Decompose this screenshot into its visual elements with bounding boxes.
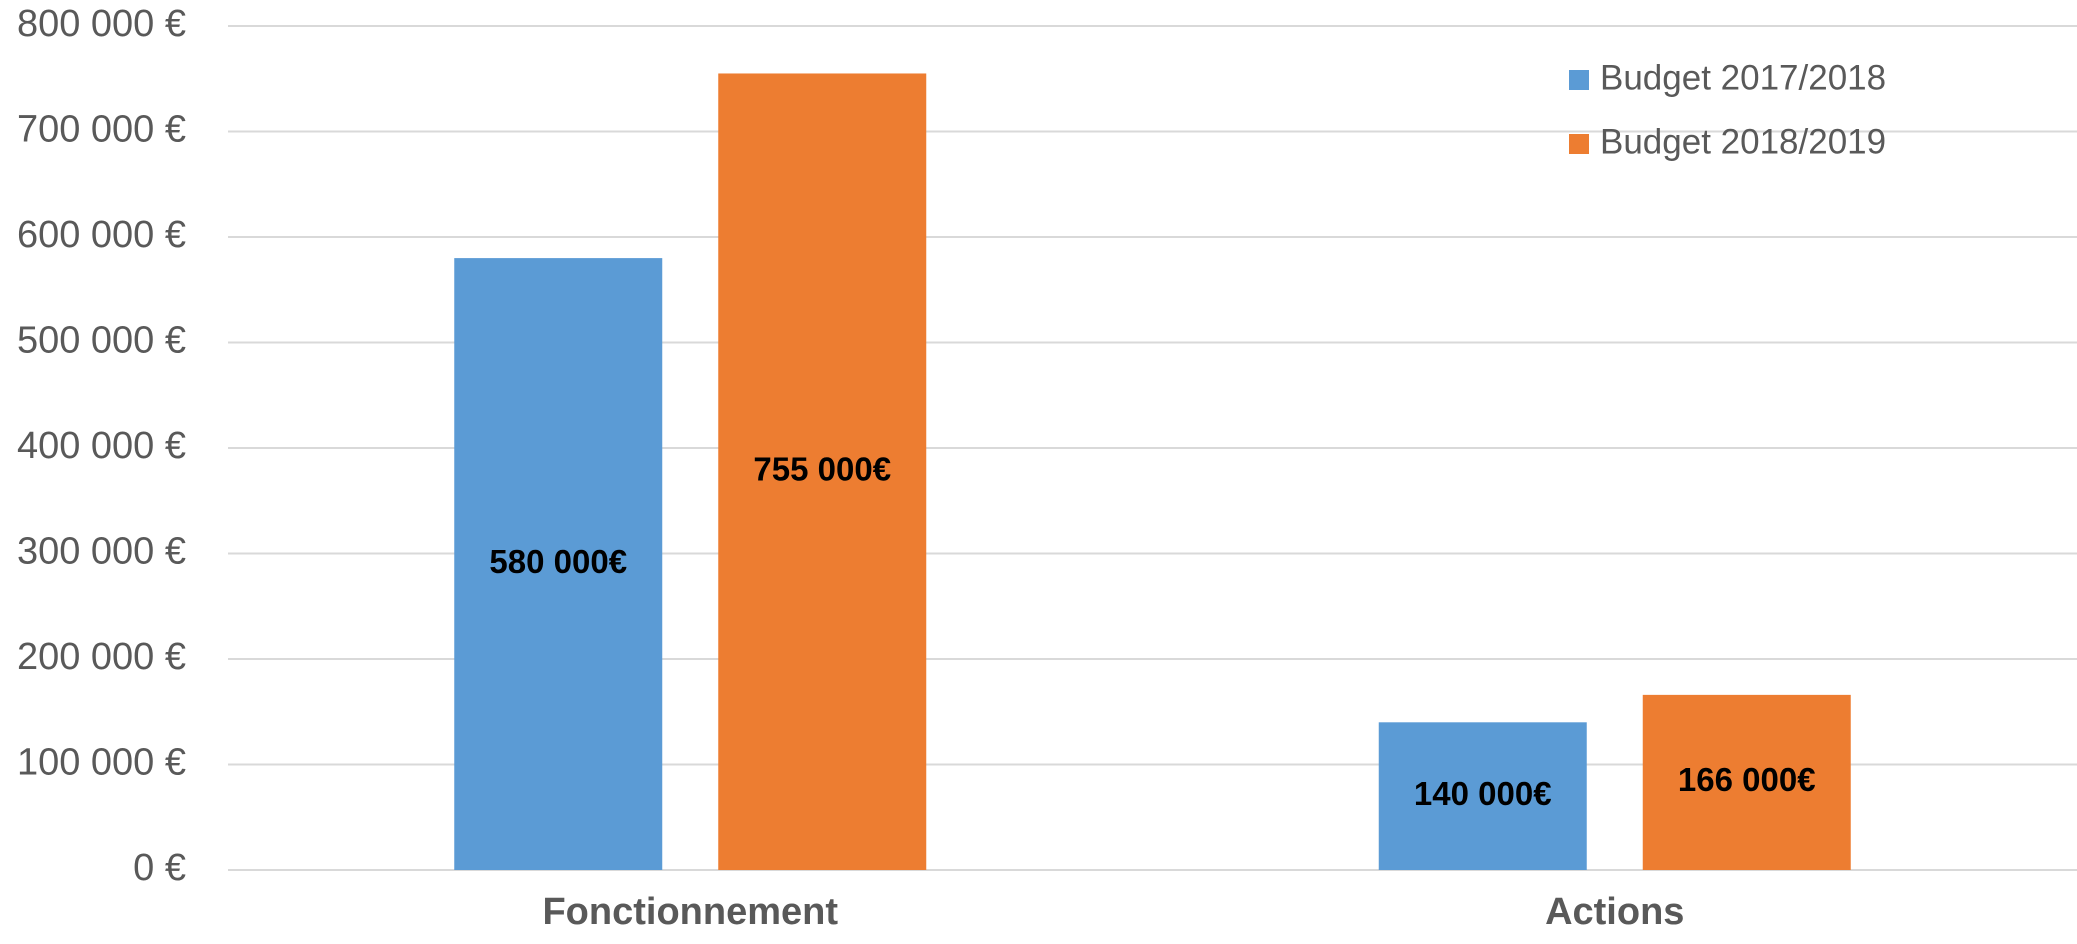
y-tick-label: 300 000 € [17,531,186,573]
y-tick-label: 100 000 € [17,742,186,784]
data-label: 140 000€ [1414,775,1552,812]
bar-actions-series-2 [1642,694,1851,870]
y-tick-label: 700 000 € [17,109,186,151]
legend-swatch [1569,70,1589,90]
bar-fonctionnement-series-2 [718,73,927,871]
y-axis-tick-labels: 0 € 100 000 € 200 000 € 300 000 € 400 000 € 5… [17,3,186,889]
y-tick-label: 400 000 € [17,425,186,467]
bar-actions-series-1 [1378,722,1587,870]
y-tick-label: 600 000 € [17,214,186,256]
x-category-label: Actions [1545,891,1684,933]
x-axis-category-labels: Fonctionnement Actions [542,891,1684,933]
data-labels: 580 000€ 755 000€ 140 000€ 166 000€ [489,450,1815,811]
bar-fonctionnement-series-1 [454,258,663,871]
x-category-label: Fonctionnement [542,891,838,933]
data-label: 166 000€ [1678,761,1816,798]
y-tick-label: 200 000 € [17,636,186,678]
legend-label: Budget 2018/2019 [1600,122,1886,161]
y-tick-label: 800 000 € [17,3,186,45]
data-label: 580 000€ [489,543,627,580]
legend: Budget 2017/2018 Budget 2018/2019 [1569,58,1886,161]
y-tick-label: 0 € [133,847,186,889]
data-label: 755 000€ [753,450,891,487]
legend-swatch [1569,134,1589,154]
legend-label: Budget 2017/2018 [1600,58,1886,97]
y-tick-label: 500 000 € [17,320,186,362]
bars [454,73,1851,871]
